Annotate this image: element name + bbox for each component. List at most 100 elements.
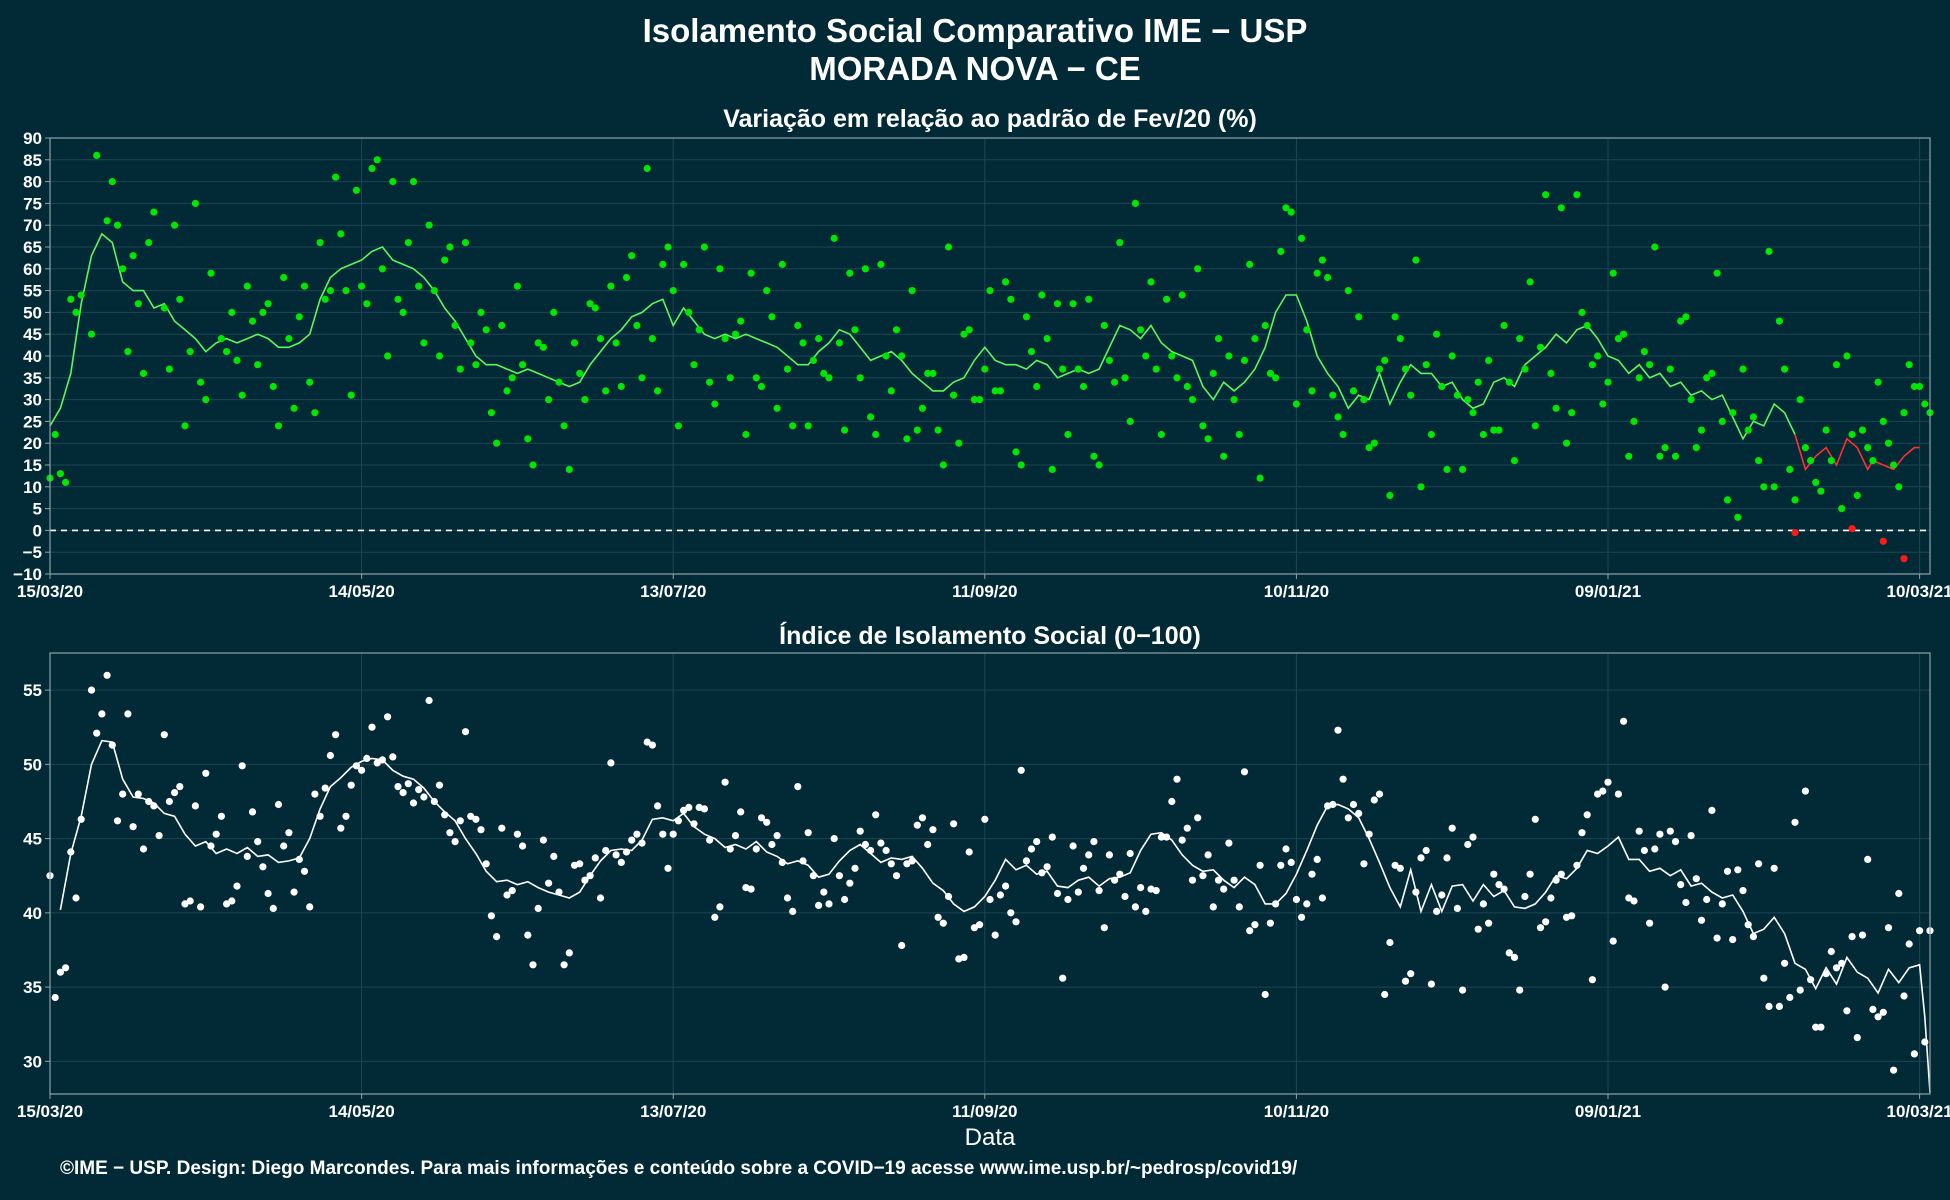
data-point bbox=[1240, 356, 1249, 364]
data-point bbox=[119, 265, 127, 273]
data-point bbox=[1796, 396, 1804, 404]
data-point bbox=[228, 308, 236, 316]
data-point bbox=[1183, 824, 1191, 832]
data-point bbox=[1355, 809, 1363, 818]
data-point bbox=[451, 321, 459, 330]
data-point bbox=[1365, 830, 1373, 838]
x-tick-label: 14/05/20 bbox=[329, 582, 395, 601]
data-point bbox=[820, 369, 828, 377]
data-point bbox=[1349, 387, 1358, 395]
data-point bbox=[425, 221, 433, 229]
y-tick-label: 10 bbox=[23, 478, 42, 497]
data-point bbox=[1713, 269, 1721, 277]
data-point bbox=[1879, 417, 1887, 425]
data-point bbox=[1765, 1002, 1773, 1011]
data-point bbox=[1422, 361, 1430, 369]
data-point bbox=[1817, 1023, 1825, 1031]
data-point bbox=[1235, 430, 1243, 439]
data-point bbox=[1027, 845, 1036, 853]
data-point bbox=[1916, 382, 1924, 391]
x-tick-label: 09/01/21 bbox=[1575, 582, 1641, 601]
data-point bbox=[1822, 426, 1830, 434]
data-point bbox=[399, 308, 407, 316]
data-point bbox=[581, 396, 589, 404]
data-point bbox=[508, 887, 516, 895]
data-point bbox=[1251, 335, 1259, 343]
data-point bbox=[534, 904, 542, 913]
data-point bbox=[1510, 457, 1519, 465]
data-point bbox=[1755, 457, 1763, 465]
data-point bbox=[238, 762, 246, 770]
data-point bbox=[1578, 308, 1586, 316]
data-point bbox=[441, 811, 449, 819]
data-point bbox=[1718, 900, 1726, 908]
data-point bbox=[1692, 444, 1700, 452]
data-point bbox=[1801, 787, 1809, 795]
data-point bbox=[1188, 396, 1197, 404]
data-point bbox=[1272, 374, 1280, 382]
data-point bbox=[1111, 378, 1119, 386]
data-point bbox=[1760, 974, 1768, 982]
data-point bbox=[129, 252, 137, 260]
data-point bbox=[934, 426, 942, 434]
data-point bbox=[1630, 417, 1638, 425]
data-point bbox=[1053, 300, 1062, 308]
data-point bbox=[482, 860, 490, 868]
data-point bbox=[1521, 365, 1529, 373]
data-point bbox=[1381, 990, 1389, 999]
data-point bbox=[56, 968, 64, 976]
data-point bbox=[1298, 913, 1306, 921]
data-point bbox=[389, 178, 397, 186]
data-point bbox=[435, 352, 444, 360]
data-point bbox=[934, 913, 942, 921]
data-point bbox=[991, 931, 999, 939]
data-point bbox=[1033, 838, 1041, 846]
data-point bbox=[191, 199, 199, 207]
data-point bbox=[524, 435, 532, 443]
data-point bbox=[1625, 894, 1633, 902]
data-point bbox=[176, 295, 184, 303]
negative-data-point bbox=[1848, 525, 1856, 533]
data-point bbox=[1194, 814, 1202, 822]
data-point bbox=[1074, 365, 1082, 373]
data-point bbox=[1111, 876, 1119, 884]
data-point bbox=[1895, 483, 1903, 491]
data-point bbox=[1594, 790, 1602, 798]
data-point bbox=[165, 797, 173, 806]
data-point bbox=[1786, 993, 1794, 1002]
data-point bbox=[1459, 986, 1467, 994]
data-point bbox=[1220, 885, 1228, 893]
data-point bbox=[596, 894, 605, 902]
data-point bbox=[768, 840, 776, 849]
data-point bbox=[456, 365, 464, 373]
data-point bbox=[165, 365, 173, 373]
data-point bbox=[290, 888, 298, 896]
data-point bbox=[513, 282, 522, 290]
data-point bbox=[1651, 243, 1659, 251]
data-point bbox=[1640, 846, 1648, 855]
y-tick-label: 60 bbox=[23, 260, 42, 279]
data-point bbox=[311, 790, 319, 798]
data-point bbox=[1059, 974, 1067, 982]
data-point bbox=[903, 435, 911, 443]
data-point bbox=[1749, 413, 1757, 421]
data-point bbox=[1007, 295, 1015, 303]
data-point bbox=[628, 252, 636, 260]
y-tick-label: 15 bbox=[23, 456, 42, 475]
data-point bbox=[1131, 903, 1139, 911]
data-point bbox=[965, 848, 973, 856]
data-point bbox=[1838, 959, 1846, 967]
data-point bbox=[1858, 426, 1867, 434]
data-point bbox=[820, 888, 828, 896]
data-point bbox=[1812, 1023, 1820, 1031]
data-point bbox=[815, 901, 823, 910]
data-point bbox=[1090, 838, 1098, 846]
data-point bbox=[1157, 833, 1165, 841]
data-point bbox=[1796, 986, 1804, 994]
moving-average-line bbox=[49, 232, 1796, 441]
data-point bbox=[1209, 369, 1217, 377]
data-point bbox=[1334, 413, 1342, 421]
data-point bbox=[498, 321, 506, 330]
data-point bbox=[1313, 855, 1321, 864]
data-point bbox=[892, 872, 901, 880]
